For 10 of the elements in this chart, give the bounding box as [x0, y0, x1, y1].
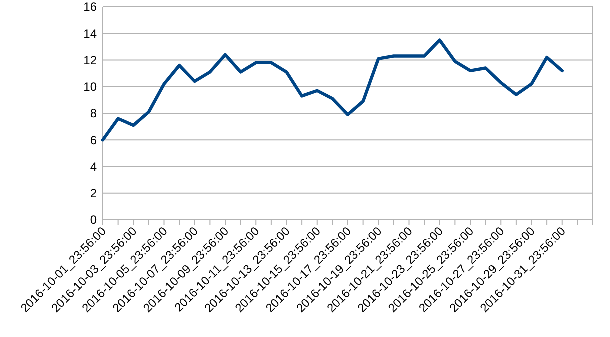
y-tick-label: 0: [90, 213, 98, 228]
y-tick-label: 16: [84, 0, 98, 14]
y-tick-label: 14: [84, 26, 98, 41]
line-series: [101, 38, 564, 142]
y-tick-label: 2: [90, 186, 98, 201]
y-tick-label: 8: [90, 106, 98, 121]
y-tick-label: 12: [84, 53, 98, 68]
y-tick-label: 6: [90, 133, 98, 148]
y-tick-label: 10: [84, 80, 98, 94]
y-tick-label: 4: [90, 160, 98, 174]
